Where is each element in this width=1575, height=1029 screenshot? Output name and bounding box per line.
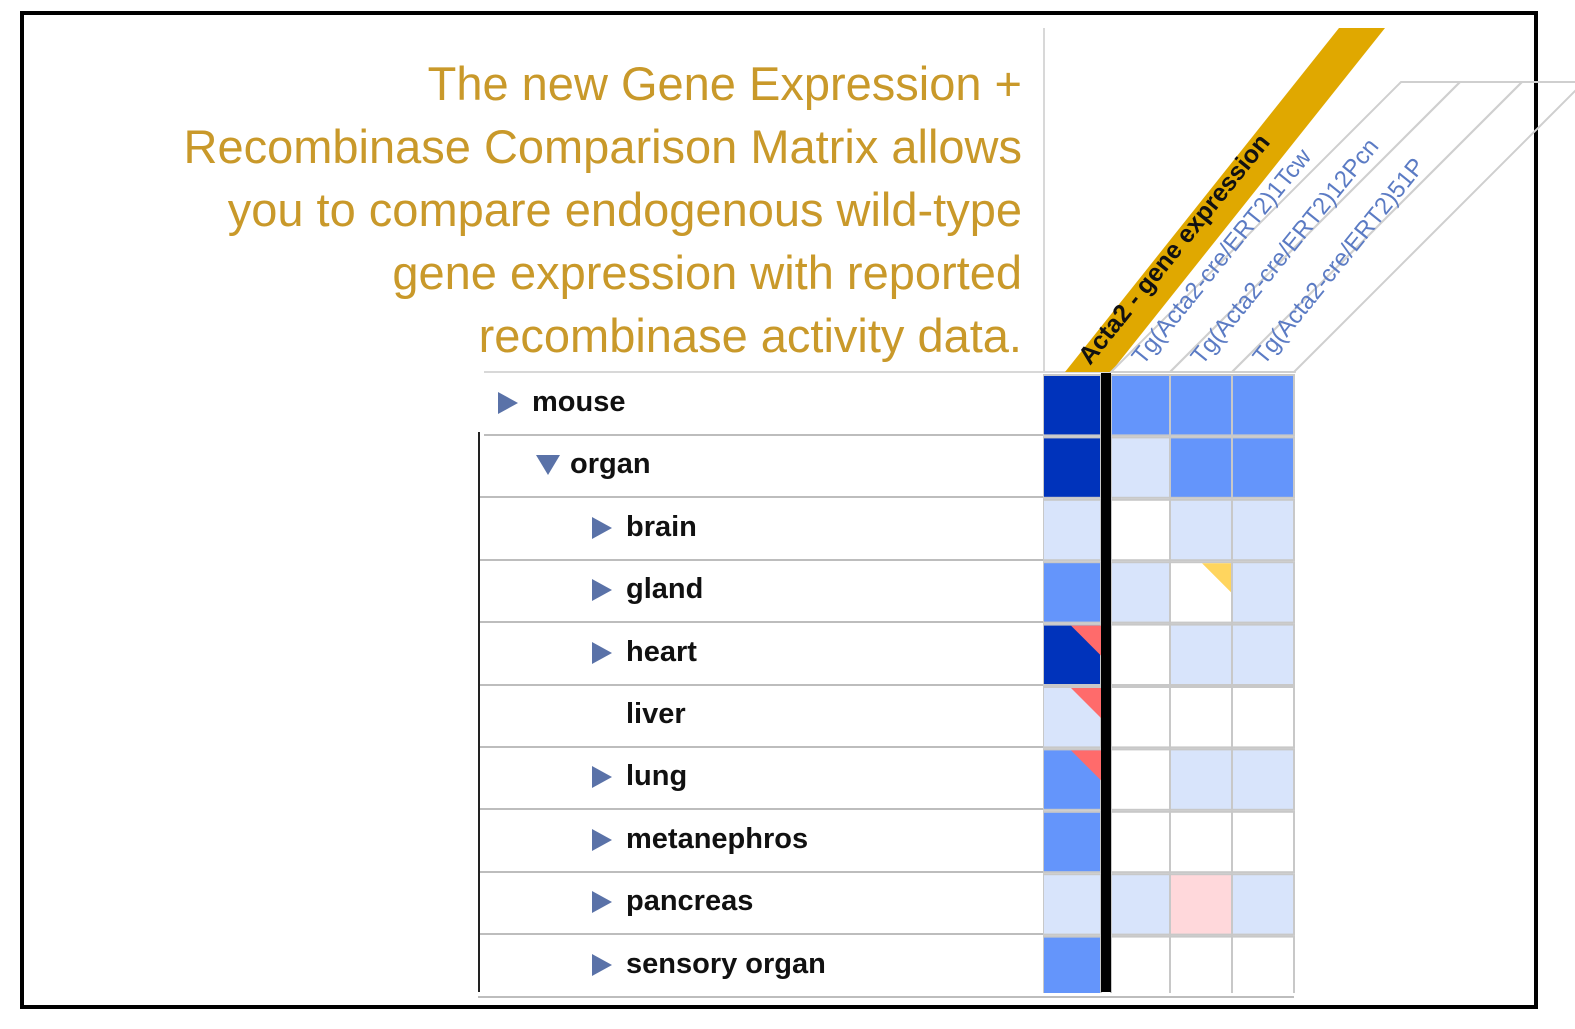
matrix-cell[interactable] xyxy=(1110,873,1171,936)
matrix-cell[interactable] xyxy=(1043,561,1102,624)
matrix-cell[interactable] xyxy=(1231,498,1295,562)
headline-line-2: Recombinase Comparison Matrix allows xyxy=(183,120,1022,173)
expand-arrow-icon[interactable] xyxy=(592,953,612,976)
tree-row-gland[interactable]: gland xyxy=(478,559,1294,624)
tree-left-rule xyxy=(478,432,480,992)
matrix-cell[interactable] xyxy=(1231,623,1295,687)
column-headers: Acta2 - gene expressionTg(Acta2-cre/ERT2… xyxy=(0,0,1575,380)
red-flag-marker xyxy=(1071,688,1101,718)
tree-row-label[interactable]: heart xyxy=(626,635,697,668)
headline-line-4: gene expression with reported xyxy=(392,246,1022,299)
expand-arrow-icon[interactable] xyxy=(592,891,612,914)
column-header-band xyxy=(1065,28,1385,372)
matrix-cell[interactable] xyxy=(1043,498,1102,562)
matrix-cell[interactable] xyxy=(1110,935,1171,993)
headline-line-3: you to compare endogenous wild-type xyxy=(227,183,1022,236)
red-flag-marker xyxy=(1071,625,1101,656)
matrix-cell[interactable] xyxy=(1110,686,1171,749)
tree-row-sensory-organ[interactable]: sensory organ xyxy=(478,934,1294,998)
tree-row-label[interactable]: organ xyxy=(570,448,651,481)
matrix-cell[interactable] xyxy=(1231,436,1295,499)
comparison-matrix xyxy=(1043,374,1295,993)
yellow-flag-marker xyxy=(1202,563,1232,594)
matrix-cell[interactable] xyxy=(1043,374,1102,437)
matrix-cell[interactable] xyxy=(1169,498,1233,562)
tree-row-label[interactable]: pancreas xyxy=(626,885,754,918)
headline-line-1: The new Gene Expression + xyxy=(427,57,1022,110)
matrix-cell[interactable] xyxy=(1169,436,1233,499)
matrix-cell[interactable] xyxy=(1231,686,1295,749)
matrix-cell[interactable] xyxy=(1043,873,1102,936)
expand-arrow-icon[interactable] xyxy=(592,579,612,602)
matrix-cell[interactable] xyxy=(1231,873,1295,936)
matrix-cell[interactable] xyxy=(1043,935,1102,993)
matrix-cell[interactable] xyxy=(1231,374,1295,437)
matrix-cell[interactable] xyxy=(1231,810,1295,874)
matrix-cell[interactable] xyxy=(1169,686,1233,749)
tree-row-label[interactable]: gland xyxy=(626,573,704,606)
tree-row-metanephros[interactable]: metanephros xyxy=(478,809,1294,873)
matrix-cell[interactable] xyxy=(1110,623,1171,687)
matrix-cell[interactable] xyxy=(1231,935,1295,993)
tree-row-label[interactable]: liver xyxy=(626,698,686,730)
matrix-cell[interactable] xyxy=(1169,935,1233,993)
matrix-top-rule xyxy=(484,371,1296,373)
tree-row-liver[interactable]: liver xyxy=(478,684,1294,748)
matrix-cell[interactable] xyxy=(1110,810,1171,874)
matrix-cell[interactable] xyxy=(1043,436,1102,499)
header-divider xyxy=(1043,28,1045,373)
tree-row-brain[interactable]: brain xyxy=(478,497,1294,561)
expression-recombinase-separator xyxy=(1101,373,1111,992)
expand-arrow-icon[interactable] xyxy=(592,641,612,664)
tree-row-lung[interactable]: lung xyxy=(478,746,1294,811)
tree-row-label[interactable]: metanephros xyxy=(626,822,809,855)
tree-row-label[interactable]: brain xyxy=(626,510,697,543)
tree-row-heart[interactable]: heart xyxy=(478,622,1294,686)
matrix-cell[interactable] xyxy=(1110,436,1171,499)
collapse-arrow-icon[interactable] xyxy=(536,455,560,476)
tree-row-label[interactable]: sensory organ xyxy=(626,947,826,980)
matrix-cell[interactable] xyxy=(1110,498,1171,562)
expand-arrow-icon[interactable] xyxy=(498,392,518,414)
tree-row-label[interactable]: mouse xyxy=(532,386,626,418)
expand-arrow-icon[interactable] xyxy=(592,766,612,789)
matrix-cell[interactable] xyxy=(1169,810,1233,874)
matrix-cell[interactable] xyxy=(1110,374,1171,437)
column-header-band xyxy=(1232,82,1575,372)
tree-row-organ[interactable]: organ xyxy=(478,434,1294,499)
matrix-cell[interactable] xyxy=(1169,374,1233,437)
expand-arrow-icon[interactable] xyxy=(592,516,612,539)
matrix-cell[interactable] xyxy=(1231,561,1295,624)
matrix-cell[interactable] xyxy=(1043,810,1102,874)
headline-line-5: recombinase activity data. xyxy=(478,309,1022,362)
matrix-cell[interactable] xyxy=(1169,748,1233,811)
expand-arrow-icon[interactable] xyxy=(592,828,612,851)
matrix-cell[interactable] xyxy=(1169,873,1233,936)
red-flag-marker xyxy=(1071,750,1101,781)
tree-row-label[interactable]: lung xyxy=(626,760,688,793)
matrix-cell[interactable] xyxy=(1231,748,1295,811)
headline-text: The new Gene Expression + Recombinase Co… xyxy=(40,52,1022,367)
matrix-cell[interactable] xyxy=(1169,623,1233,687)
matrix-cell[interactable] xyxy=(1110,748,1171,811)
matrix-cell[interactable] xyxy=(1110,561,1171,624)
tree-row-pancreas[interactable]: pancreas xyxy=(478,871,1294,936)
tree-row-mouse[interactable]: mouse xyxy=(484,372,1294,436)
